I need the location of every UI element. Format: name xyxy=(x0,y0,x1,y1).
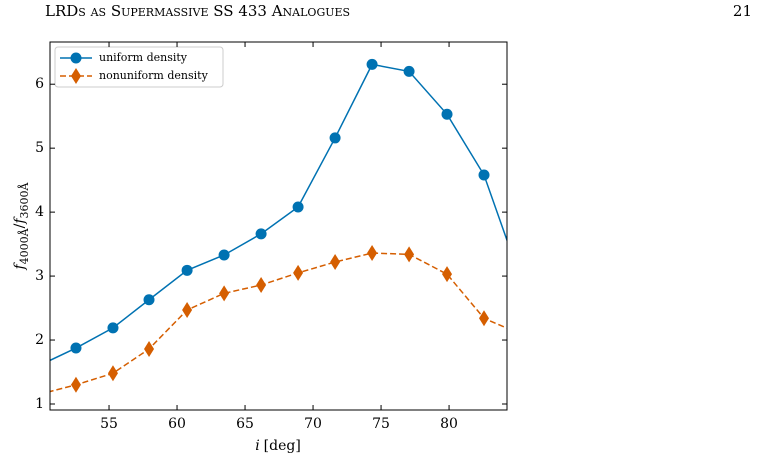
marker xyxy=(404,246,415,263)
marker xyxy=(330,254,341,271)
marker xyxy=(33,360,44,371)
marker xyxy=(144,340,155,357)
marker xyxy=(293,264,304,281)
x-tick-label: 65 xyxy=(236,416,254,432)
legend-box xyxy=(54,46,224,88)
y-tick-label: 5 xyxy=(35,140,44,156)
marker xyxy=(403,65,415,77)
marker xyxy=(442,266,453,283)
legend-marker xyxy=(70,52,82,64)
x-tick-label: 55 xyxy=(100,416,118,432)
x-tick-label: 80 xyxy=(440,416,458,432)
y-tick-label: 6 xyxy=(35,76,44,92)
marker xyxy=(107,322,119,334)
marker xyxy=(143,294,155,306)
legend: uniform density nonuniform density xyxy=(54,46,224,88)
series-line xyxy=(50,252,507,393)
marker xyxy=(70,342,82,354)
y-label-part: 4000Å xyxy=(17,227,31,264)
marker xyxy=(329,132,341,144)
y-tick-label: 2 xyxy=(35,332,44,348)
series-line xyxy=(50,63,507,362)
marker xyxy=(107,365,118,382)
marker xyxy=(479,310,490,327)
running-title: LRDs as Supermassive SS 433 Analogues xyxy=(45,2,350,20)
y-axis-label: f4000Å/f3600Å xyxy=(12,181,31,270)
marker xyxy=(219,285,230,302)
marker xyxy=(441,108,453,120)
x-tick-label: 75 xyxy=(372,416,390,432)
x-label-var: i xyxy=(255,438,259,454)
legend-label: nonuniform density xyxy=(99,69,209,82)
marker xyxy=(292,201,304,213)
x-label-unit: [deg] xyxy=(264,438,301,454)
legend-marker xyxy=(71,68,81,84)
marker xyxy=(516,274,527,285)
marker xyxy=(182,301,193,318)
x-axis-label: i [deg] xyxy=(255,438,301,454)
marker xyxy=(256,277,267,294)
page-number: 21 xyxy=(733,2,752,20)
y-label-part: / xyxy=(12,223,28,228)
plot-area xyxy=(33,58,527,393)
marker xyxy=(516,326,526,342)
y-tick-label: 3 xyxy=(35,268,44,284)
legend-label: uniform density xyxy=(99,51,188,64)
marker xyxy=(70,376,81,393)
marker xyxy=(367,245,378,262)
y-label-part: 3600Å xyxy=(17,181,31,218)
y-label-part: f xyxy=(12,216,28,225)
marker xyxy=(366,58,378,70)
marker xyxy=(218,249,230,261)
y-tick-label: 4 xyxy=(35,204,44,220)
x-tick-label: 70 xyxy=(304,416,322,432)
marker xyxy=(255,228,267,240)
marker xyxy=(478,169,490,181)
y-label-part: f xyxy=(12,262,28,271)
x-tick-label: 60 xyxy=(168,416,186,432)
axes-frame xyxy=(49,41,508,411)
y-tick-label: 1 xyxy=(35,396,44,412)
marker xyxy=(181,264,193,276)
